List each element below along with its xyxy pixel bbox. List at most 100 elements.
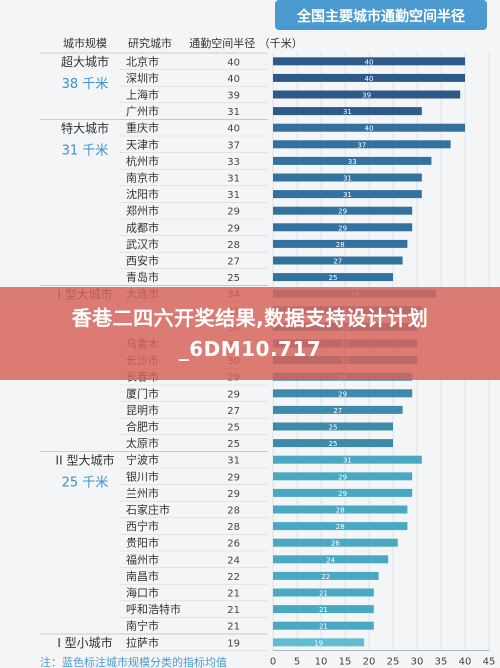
- bar-data-label: 28: [336, 507, 345, 515]
- value-label: 39: [227, 91, 240, 102]
- bar: [273, 439, 393, 448]
- bar: [273, 555, 389, 564]
- x-tick-label: 0: [270, 657, 276, 668]
- header-value: 通勤空间半径 （千米）: [189, 36, 303, 50]
- value-label: 28: [227, 506, 240, 517]
- bar-data-label: 21: [319, 623, 328, 631]
- city-label: 太原市: [126, 436, 159, 450]
- bar: [273, 140, 451, 149]
- header-tier: 城市规模: [63, 36, 107, 50]
- value-label: 31: [227, 174, 240, 185]
- bar: [273, 621, 374, 630]
- x-tick-label: 30: [411, 657, 424, 668]
- value-label: 29: [227, 489, 240, 500]
- x-tick-label: 35: [435, 657, 448, 668]
- overlay-banner: 香巷二四六开奖结果,数据支持设计计划_6DM10.717: [0, 287, 500, 380]
- tier-radius-label: 31 千米: [62, 143, 109, 158]
- x-tick-label: 15: [339, 657, 352, 668]
- bar-data-label: 29: [338, 208, 347, 216]
- bar: [273, 588, 374, 597]
- value-label: 25: [227, 423, 240, 434]
- bar: [273, 605, 374, 614]
- bar-data-label: 40: [365, 75, 374, 83]
- city-label: 上海市: [126, 88, 159, 102]
- bar: [273, 57, 465, 66]
- city-label: 西宁市: [126, 519, 159, 533]
- city-label: 郑州市: [126, 204, 159, 218]
- city-label: 兰州市: [126, 486, 159, 500]
- bar-data-label: 29: [338, 473, 347, 481]
- city-label: 合肥市: [126, 420, 159, 434]
- bar: [273, 638, 365, 647]
- x-tick-label: 20: [363, 657, 376, 668]
- bar: [273, 123, 465, 132]
- value-label: 31: [227, 107, 240, 118]
- value-label: 33: [227, 157, 240, 168]
- value-label: 27: [227, 257, 240, 268]
- value-label: 28: [227, 522, 240, 533]
- value-label: 26: [227, 539, 240, 550]
- bar-data-label: 27: [333, 407, 342, 415]
- value-label: 25: [227, 273, 240, 284]
- bar-data-label: 22: [321, 573, 330, 581]
- bar-data-label: 21: [319, 606, 328, 614]
- bar: [273, 472, 413, 481]
- bar: [273, 538, 398, 547]
- bar-data-label: 39: [362, 92, 371, 100]
- city-label: 成都市: [126, 220, 159, 234]
- bar-data-label: 21: [319, 590, 328, 598]
- value-label: 29: [227, 472, 240, 483]
- city-label: 昆明市: [126, 403, 159, 417]
- tier-name: 特大城市: [61, 120, 109, 135]
- city-label: 南昌市: [126, 569, 159, 583]
- city-label: 天津市: [126, 137, 159, 151]
- city-label: 沈阳市: [126, 187, 159, 201]
- bar: [273, 273, 393, 282]
- tier-radius-label: 25 千米: [62, 475, 109, 490]
- value-label: 21: [227, 605, 240, 616]
- value-label: 29: [227, 207, 240, 218]
- bar: [273, 239, 408, 248]
- city-label: 拉萨市: [126, 635, 159, 649]
- city-label: 贵阳市: [126, 536, 159, 550]
- city-label: 厦门市: [126, 386, 159, 400]
- bar: [273, 173, 422, 182]
- bar-data-label: 25: [329, 274, 338, 282]
- value-label: 28: [227, 240, 240, 251]
- bar: [273, 223, 413, 232]
- bar-data-label: 28: [336, 241, 345, 249]
- bar-data-label: 31: [343, 191, 352, 199]
- bar: [273, 455, 422, 464]
- city-label: 深圳市: [126, 71, 159, 85]
- bar: [273, 389, 413, 398]
- bar-data-label: 25: [329, 440, 338, 448]
- city-label: 宁波市: [126, 453, 159, 467]
- chart-title: 全国主要城市通勤空间半径: [296, 8, 465, 25]
- value-label: 21: [227, 622, 240, 633]
- bar: [273, 522, 408, 531]
- bar-data-label: 24: [326, 556, 335, 564]
- tier-radius-label: 38 千米: [62, 77, 109, 92]
- footnote: 注：蓝色标注城市规模分类的指标均值: [40, 655, 227, 668]
- value-label: 31: [227, 190, 240, 201]
- bar: [273, 256, 403, 265]
- bar-data-label: 40: [365, 58, 374, 66]
- x-tick-label: 25: [387, 657, 400, 668]
- x-tick-label: 5: [294, 657, 300, 668]
- bar: [273, 405, 403, 414]
- value-label: 31: [227, 456, 240, 467]
- bar: [273, 107, 422, 116]
- tier-name: 超大城市: [61, 54, 109, 69]
- x-tick-label: 10: [315, 657, 328, 668]
- value-label: 40: [227, 57, 240, 68]
- city-label: 杭州市: [126, 154, 159, 168]
- value-label: 37: [227, 140, 240, 151]
- value-label: 25: [227, 439, 240, 450]
- city-label: 呼和浩特市: [126, 602, 181, 616]
- x-tick-label: 40: [459, 657, 472, 668]
- city-label: 银川市: [126, 469, 159, 483]
- value-label: 27: [227, 406, 240, 417]
- city-label: 武汉市: [126, 237, 159, 251]
- value-label: 40: [227, 74, 240, 85]
- bar: [273, 422, 393, 431]
